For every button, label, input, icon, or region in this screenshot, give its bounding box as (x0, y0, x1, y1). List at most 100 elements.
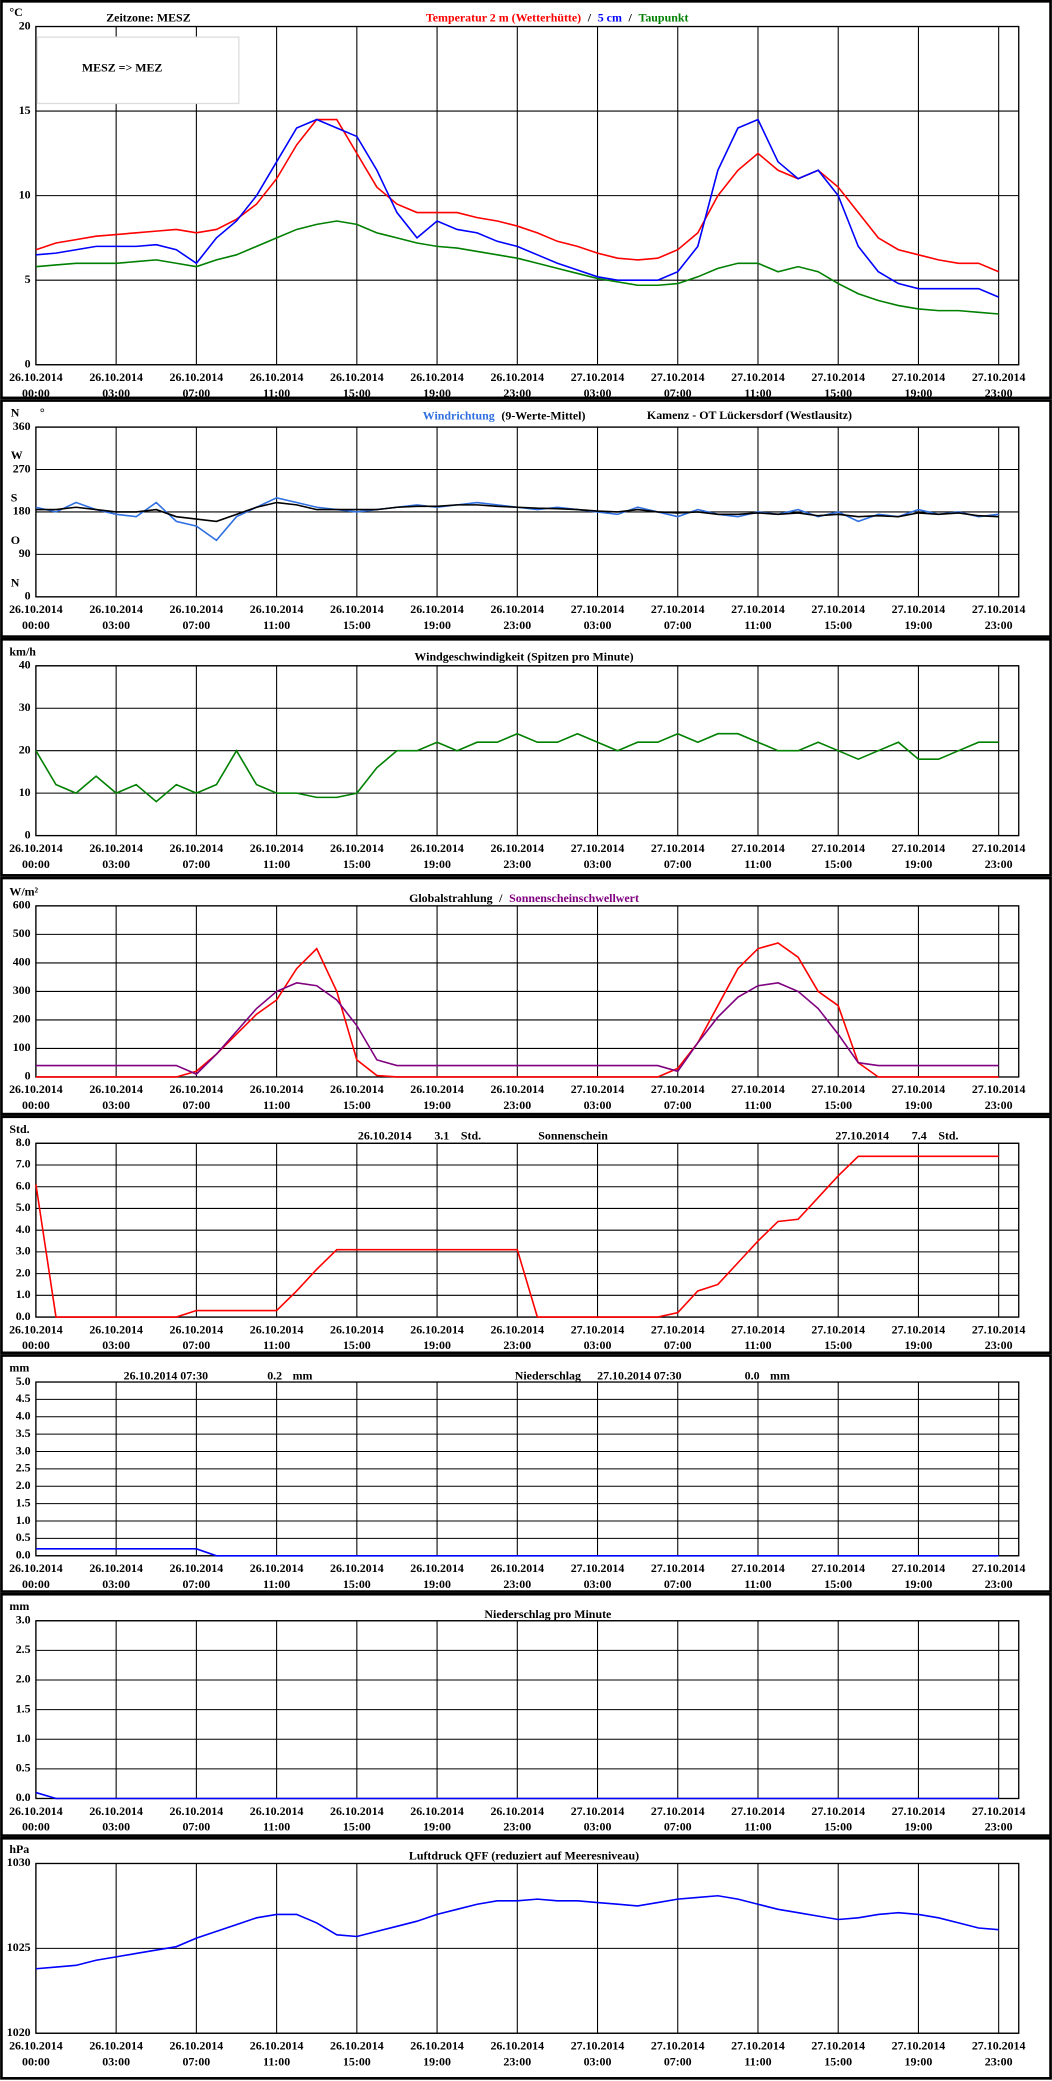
x-tick-label: 26.10.2014 00:00 (9, 2038, 63, 2068)
y-tick-label: 5 (25, 272, 31, 286)
y-tick-label: 10 (19, 187, 31, 201)
y-tick-label: 1.5 (16, 1701, 31, 1715)
y-unit: mm (9, 1599, 29, 1613)
x-tick-label: 27.10.2014 11:00 (731, 602, 785, 632)
y-tick-label: 0.5 (16, 1761, 31, 1775)
legend: Temperatur 2 m (Wetterhütte) / 5 cm / Taupun… (426, 10, 689, 24)
x-tick-label: 27.10.2014 11:00 (731, 2038, 785, 2068)
y-tick-label: 3.0 (16, 1244, 31, 1258)
y-tick-label: 20 (19, 18, 31, 32)
y-tick-label: 5.0 (16, 1200, 31, 1214)
legend-entry: Temperatur 2 m (Wetterhütte) (426, 10, 581, 24)
x-tick-label: 27.10.2014 03:00 (571, 1082, 625, 1112)
series-line (35, 118, 999, 298)
x-tick-label: 26.10.2014 07:00 (170, 370, 224, 400)
series-line (35, 501, 999, 523)
y-unit: km/h (9, 644, 36, 658)
x-tick-label: 26.10.2014 15:00 (330, 2038, 384, 2068)
x-tick-label: 26.10.2014 11:00 (250, 1561, 304, 1591)
y-tick-label: 1020 (7, 2025, 31, 2039)
y-unit: Std. (9, 1122, 29, 1136)
x-tick-label: 26.10.2014 03:00 (89, 602, 143, 632)
x-tick-label: 27.10.2014 15:00 (811, 602, 865, 632)
x-tick-label: 27.10.2014 03:00 (571, 2038, 625, 2068)
annotation: 7.4 (912, 1128, 927, 1142)
y-tick-label: 1030 (7, 1855, 31, 1869)
x-tick-label: 26.10.2014 11:00 (250, 1322, 304, 1352)
x-tick-label: 26.10.2014 03:00 (89, 1322, 143, 1352)
legend: Globalstrahlung / Sonnenscheinschwellwert (409, 891, 639, 905)
y-tick-label: 2.0 (16, 1265, 31, 1279)
x-tick-label: 27.10.2014 19:00 (892, 2038, 946, 2068)
x-tick-label: 26.10.2014 07:00 (170, 1322, 224, 1352)
chart-title: Kamenz - OT Lückersdorf (Westlausitz) (647, 408, 852, 422)
x-tick-label: 26.10.2014 07:00 (170, 602, 224, 632)
x-tick-label: 26.10.2014 11:00 (250, 2038, 304, 2068)
y-tick-label: 4.0 (16, 1409, 31, 1423)
y-tick-label: 100 (13, 1040, 31, 1054)
x-tick-label: 27.10.2014 23:00 (972, 1322, 1026, 1352)
legend-entry: Sonnenscheinschwellwert (509, 891, 639, 905)
x-tick-label: 27.10.2014 23:00 (972, 1561, 1026, 1591)
x-tick-label: 26.10.2014 07:00 (170, 1082, 224, 1112)
x-tick-label: 27.10.2014 11:00 (731, 841, 785, 871)
x-tick-label: 27.10.2014 19:00 (892, 841, 946, 871)
x-tick-label: 27.10.2014 15:00 (811, 1803, 865, 1833)
x-tick-label: 26.10.2014 00:00 (9, 1803, 63, 1833)
y-tick-label: 500 (13, 926, 31, 940)
x-tick-label: 27.10.2014 11:00 (731, 1082, 785, 1112)
x-tick-label: 27.10.2014 07:00 (651, 1803, 705, 1833)
annotation: 0.2 (267, 1368, 282, 1382)
x-tick-label: 26.10.2014 00:00 (9, 602, 63, 632)
x-tick-label: 26.10.2014 19:00 (410, 1082, 464, 1112)
y-tick-label: 20 (19, 742, 31, 756)
x-tick-label: 27.10.2014 15:00 (811, 370, 865, 400)
x-tick-label: 27.10.2014 19:00 (892, 602, 946, 632)
x-tick-label: 26.10.2014 23:00 (490, 1561, 544, 1591)
annotation: Std. (938, 1128, 958, 1142)
y-tick-label: 8.0 (16, 1135, 31, 1149)
chart-title: Luftdruck QFF (reduziert auf Meeresnivea… (409, 1849, 639, 1863)
chart-title: Niederschlag (515, 1368, 581, 1382)
y-tick-label: 4.5 (16, 1391, 31, 1405)
x-tick-label: 27.10.2014 19:00 (892, 370, 946, 400)
y-tick-label: 2.5 (16, 1461, 31, 1475)
x-tick-label: 27.10.2014 07:00 (651, 1322, 705, 1352)
x-tick-label: 26.10.2014 00:00 (9, 841, 63, 871)
x-tick-label: 26.10.2014 07:00 (170, 1803, 224, 1833)
x-tick-label: 26.10.2014 19:00 (410, 370, 464, 400)
compass-label: S (11, 490, 18, 504)
x-tick-label: 26.10.2014 19:00 (410, 1561, 464, 1591)
chart-title: Niederschlag pro Minute (484, 1607, 611, 1621)
y-tick-label: 2.0 (16, 1478, 31, 1492)
x-tick-label: 26.10.2014 19:00 (410, 602, 464, 632)
y-tick-label: 7.0 (16, 1157, 31, 1171)
x-tick-label: 26.10.2014 00:00 (9, 1561, 63, 1591)
y-tick-label: 15 (19, 103, 31, 117)
x-tick-label: 26.10.2014 15:00 (330, 1322, 384, 1352)
y-tick-label: 0.0 (16, 1548, 31, 1562)
y-unit: mm (9, 1360, 29, 1374)
y-tick-label: 3.5 (16, 1426, 31, 1440)
y-tick-label: 3.0 (16, 1443, 31, 1457)
x-tick-label: 26.10.2014 11:00 (250, 1082, 304, 1112)
x-tick-label: 26.10.2014 23:00 (490, 1803, 544, 1833)
legend: Windrichtung (9-Werte-Mittel) (423, 408, 586, 422)
x-tick-label: 27.10.2014 07:00 (651, 1082, 705, 1112)
annotation: 27.10.2014 07:30 (597, 1368, 681, 1382)
legend-entry: (9-Werte-Mittel) (501, 408, 585, 422)
series-line (35, 1894, 999, 1970)
x-tick-label: 27.10.2014 15:00 (811, 2038, 865, 2068)
chart-title: Sonnenschein (538, 1128, 608, 1142)
compass-label: N (11, 406, 20, 420)
legend-entry: Windrichtung (423, 408, 495, 422)
x-tick-label: 26.10.2014 03:00 (89, 2038, 143, 2068)
series-line (35, 982, 999, 1076)
x-tick-label: 26.10.2014 03:00 (89, 841, 143, 871)
y-tick-label: 1.5 (16, 1495, 31, 1509)
y-tick-label: 2.5 (16, 1642, 31, 1656)
x-tick-label: 26.10.2014 15:00 (330, 1561, 384, 1591)
x-tick-label: 26.10.2014 15:00 (330, 370, 384, 400)
compass-label: W (11, 448, 23, 462)
